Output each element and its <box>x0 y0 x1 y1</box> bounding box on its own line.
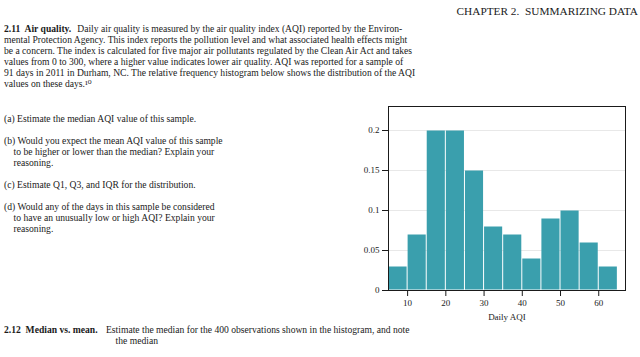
svg-text:Daily AQI: Daily AQI <box>488 312 526 322</box>
html-text:91 days in 2011 in Durham, NC.: 91 days in 2011 in Durham, NC. The relat… <box>4 67 416 78</box>
svg-text:60: 60 <box>594 298 604 308</box>
svg-text:50: 50 <box>556 298 566 308</box>
html-text:reasoning.: reasoning. <box>4 157 54 168</box>
svg-text:10: 10 <box>403 298 413 308</box>
html-text:reasoning.: reasoning. <box>4 223 54 234</box>
html-text:the median: the median <box>106 335 158 346</box>
svg-text:30: 30 <box>480 298 490 308</box>
html-text:Daily air quality is measured: Daily air quality is measured by the air… <box>77 23 403 34</box>
svg-text:0.1: 0.1 <box>368 205 379 215</box>
svg-text:0.15: 0.15 <box>364 165 380 175</box>
html-text:be a concern. The index is cal: be a concern. The index is calculated fo… <box>4 45 412 56</box>
html-text:(b) Would you expect the mean: (b) Would you expect the mean AQI value … <box>4 135 223 146</box>
html-text:mental Protection Agency. This: mental Protection Agency. This index rep… <box>4 34 408 45</box>
html-text:(a) Estimate the median AQI va: (a) Estimate the median AQI value of thi… <box>4 113 197 124</box>
html-text:Estimate the median for the 40: Estimate the median for the 400 observat… <box>106 324 410 335</box>
html-text:CHAPTER 2. SUMMARIZING DATA: CHAPTER 2. SUMMARIZING DATA <box>456 5 638 17</box>
html-text:(c) Estimate Q1, Q3, and IQR f: (c) Estimate Q1, Q3, and IQR for the dis… <box>4 179 196 190</box>
svg-text:40: 40 <box>518 298 528 308</box>
html-text:values from 0 to 300, where a: values from 0 to 300, where a higher val… <box>4 56 404 67</box>
svg-text:20: 20 <box>441 298 451 308</box>
svg-text:0.2: 0.2 <box>368 125 379 135</box>
svg-text:0.05: 0.05 <box>364 245 380 255</box>
html-text:values on these days.¹⁰: values on these days.¹⁰ <box>4 78 92 89</box>
html-text:to have an unusually low or hi: to have an unusually low or high AQI? Ex… <box>4 212 215 223</box>
html-text:(d) Would any of the days in t: (d) Would any of the days in this sample… <box>4 201 215 212</box>
html-text:2.12 Median vs. mean.: 2.12 Median vs. mean. <box>4 324 98 335</box>
svg-text:0: 0 <box>375 285 380 295</box>
html-text:2.11 Air quality.: 2.11 Air quality. <box>4 23 72 34</box>
html-text:to be higher or lower than the: to be higher or lower than the median? E… <box>4 146 215 157</box>
